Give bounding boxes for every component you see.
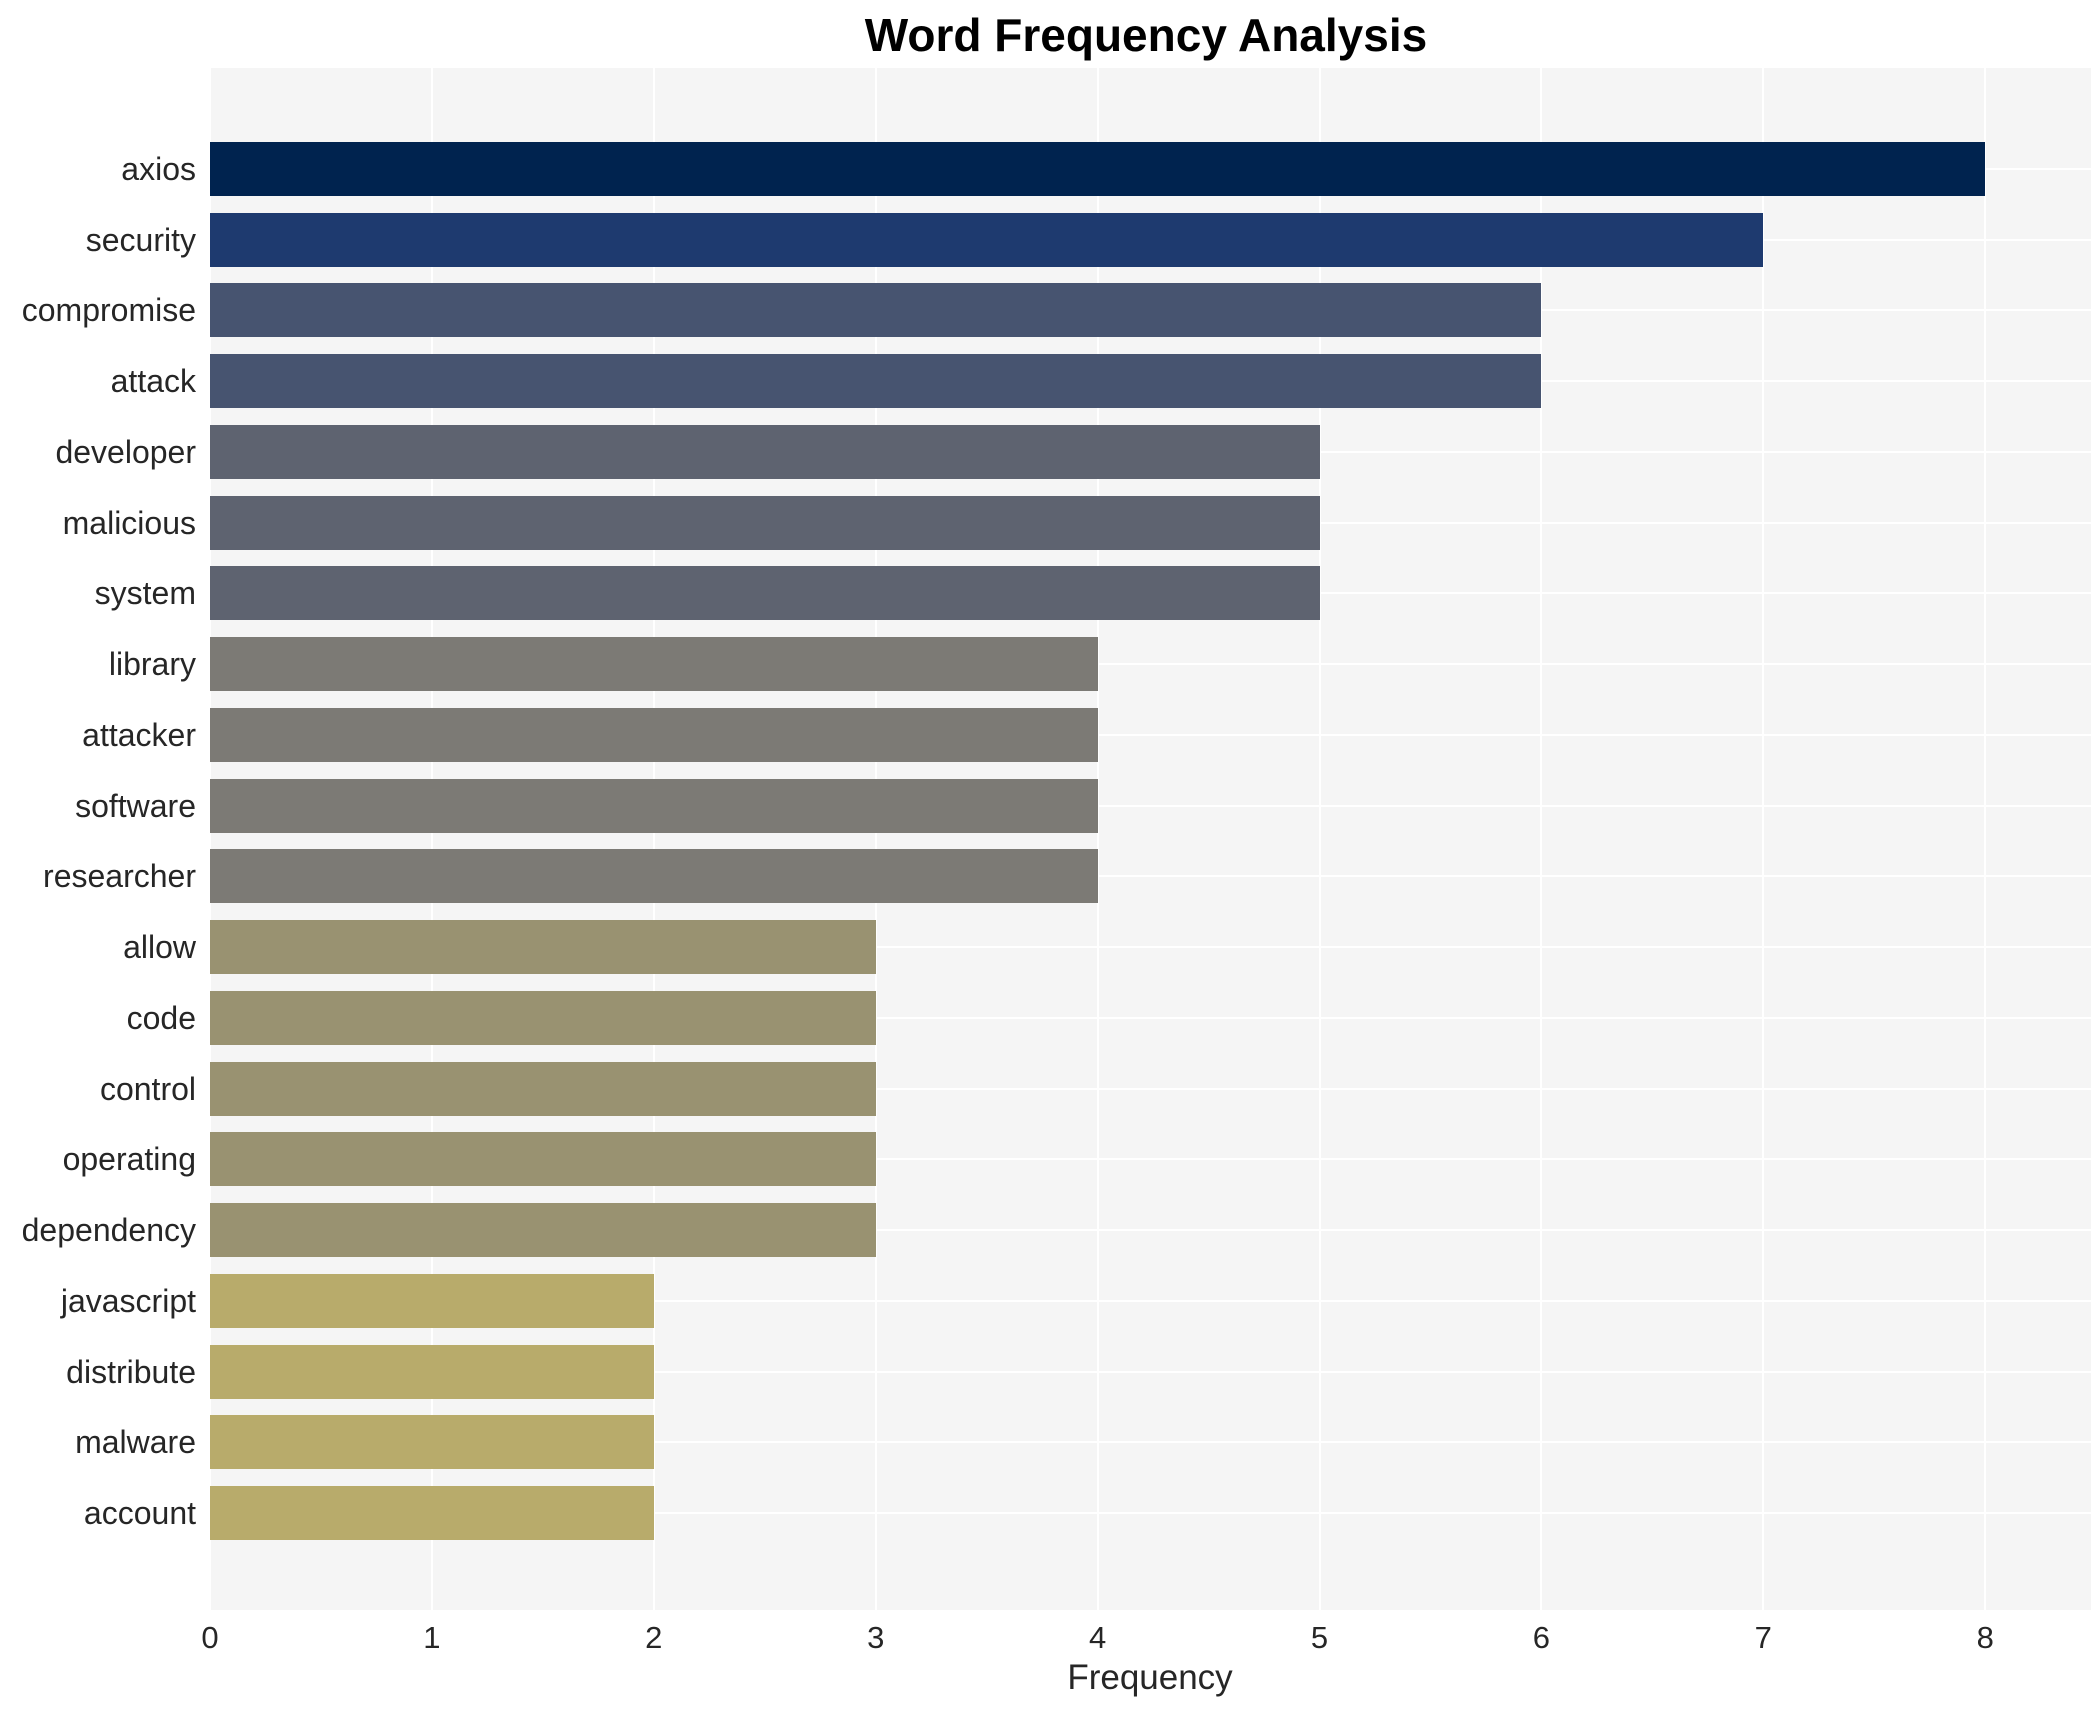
frequency-bar-operating	[210, 1132, 876, 1187]
y-gridline	[210, 1299, 2091, 1302]
x-gridline	[874, 68, 877, 1610]
frequency-bar-developer	[210, 424, 1320, 479]
frequency-bar-security	[210, 212, 1764, 267]
y-axis-label-code: code	[126, 999, 196, 1036]
y-axis-label-malicious: malicious	[62, 504, 196, 541]
frequency-bar-axios	[210, 142, 1986, 196]
frequency-bar-distribute	[210, 1344, 654, 1399]
x-tick-label-6: 6	[1532, 1620, 1551, 1655]
y-gridline	[210, 1441, 2091, 1444]
frequency-bar-code	[210, 990, 876, 1045]
x-tick-label-1: 1	[423, 1620, 441, 1655]
chart-title: Word Frequency Analysis	[864, 9, 1428, 61]
x-gridline	[1540, 68, 1543, 1610]
x-tick-label-8: 8	[1976, 1620, 1994, 1655]
x-gridline	[652, 68, 655, 1610]
frequency-bar-researcher	[210, 849, 1098, 904]
x-tick-label-5: 5	[1310, 1620, 1329, 1655]
x-gridline	[1984, 68, 1987, 1610]
frequency-bar-system	[210, 566, 1320, 621]
x-tick-label-7: 7	[1754, 1620, 1772, 1655]
y-axis-label-javascript: javascript	[60, 1282, 196, 1319]
y-axis-label-attacker: attacker	[82, 716, 196, 753]
x-gridline	[1096, 68, 1099, 1610]
x-axis-label: Frequency	[1067, 1658, 1233, 1697]
x-tick-label-0: 0	[201, 1620, 219, 1655]
x-tick-label-3: 3	[867, 1620, 885, 1655]
y-gridline	[210, 1016, 2091, 1019]
frequency-bar-javascript	[210, 1273, 654, 1328]
y-axis-label-system: system	[94, 575, 196, 612]
y-gridline	[210, 875, 2091, 878]
y-axis-label-control: control	[99, 1070, 196, 1107]
y-axis-label-compromise: compromise	[21, 292, 196, 329]
frequency-bar-dependency	[210, 1203, 876, 1258]
y-axis-label-axios: axios	[121, 151, 196, 187]
frequency-bar-attacker	[210, 707, 1098, 762]
x-gridline	[430, 68, 433, 1610]
frequency-bar-account	[210, 1486, 654, 1541]
y-gridline	[210, 733, 2091, 736]
frequency-bar-software	[210, 778, 1098, 833]
frequency-bar-attack	[210, 354, 1542, 409]
y-axis-label-attack: attack	[110, 363, 196, 400]
frequency-bar-allow	[210, 920, 876, 975]
x-tick-label-2: 2	[645, 1620, 663, 1655]
frequency-bar-malicious	[210, 495, 1320, 550]
y-axis-label-allow: allow	[123, 929, 196, 966]
y-gridline	[210, 804, 2091, 807]
y-gridline	[210, 1370, 2091, 1373]
y-axis-label-library: library	[108, 646, 196, 683]
y-gridline	[210, 946, 2091, 949]
y-axis-label-distribute: distribute	[66, 1353, 196, 1390]
x-tick-label-4: 4	[1088, 1620, 1107, 1655]
frequency-bar-library	[210, 637, 1098, 692]
y-axis-label-dependency: dependency	[21, 1212, 196, 1249]
y-axis-label-account: account	[83, 1495, 196, 1532]
x-gridline	[1762, 68, 1765, 1610]
y-axis-label-developer: developer	[55, 433, 196, 470]
frequency-bar-compromise	[210, 283, 1542, 338]
frequency-bar-control	[210, 1061, 876, 1116]
y-gridline	[210, 1229, 2091, 1232]
y-gridline	[210, 1158, 2091, 1161]
y-gridline	[210, 1087, 2091, 1090]
frequency-bar-malware	[210, 1415, 654, 1470]
y-axis-label-researcher: researcher	[43, 858, 196, 895]
y-gridline	[210, 1512, 2091, 1515]
y-axis-label-software: software	[75, 787, 196, 824]
x-gridline	[1318, 68, 1321, 1610]
plot-area	[210, 68, 2091, 1610]
y-axis-label-malware: malware	[75, 1424, 196, 1461]
y-gridline	[210, 663, 2091, 666]
x-gridline	[210, 68, 211, 1610]
y-axis-label-security: security	[85, 221, 196, 258]
y-axis-label-operating: operating	[62, 1141, 196, 1178]
